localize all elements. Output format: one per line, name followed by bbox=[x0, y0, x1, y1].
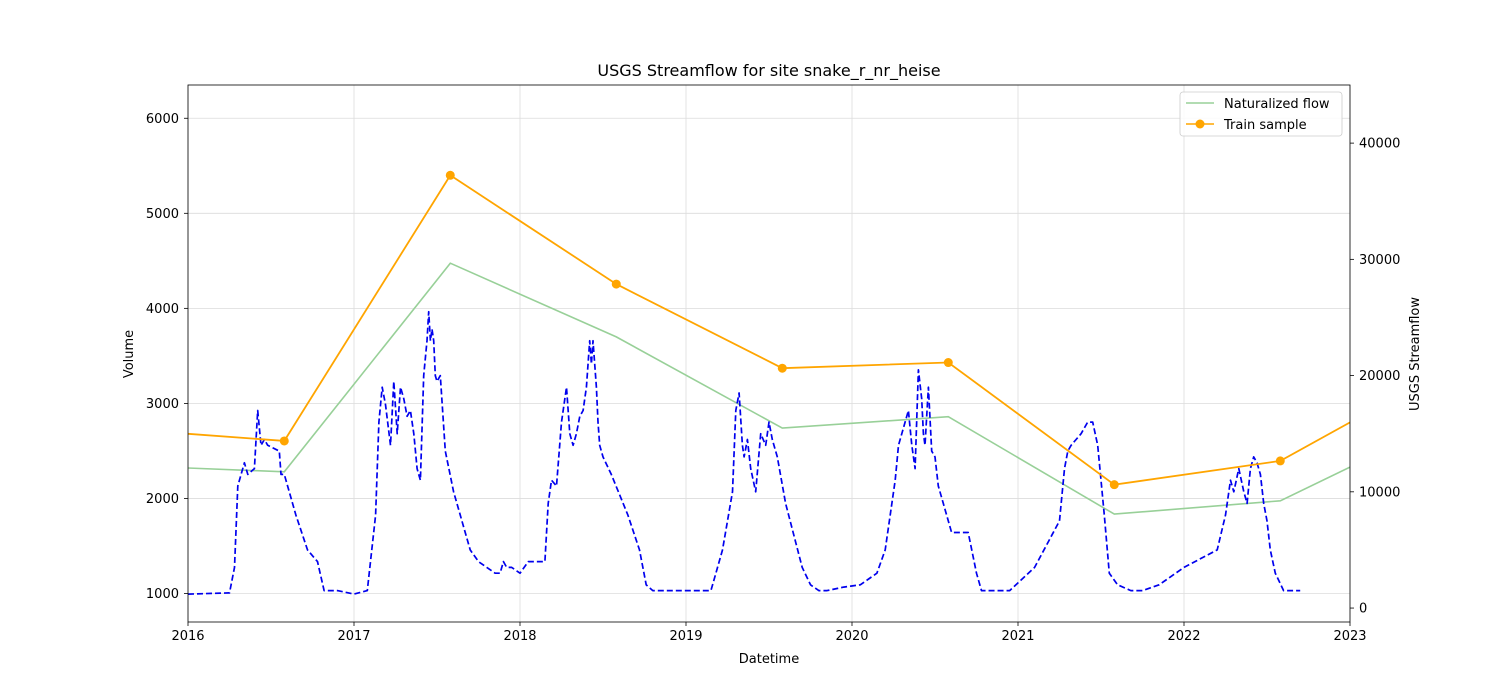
left-y-tick-label: 5000 bbox=[146, 207, 179, 222]
train-sample-point bbox=[1109, 480, 1119, 490]
x-axis-label: Datetime bbox=[739, 652, 799, 667]
left-y-tick-label: 4000 bbox=[146, 302, 179, 317]
left-y-tick-label: 2000 bbox=[146, 492, 179, 507]
train-sample-point bbox=[1275, 456, 1285, 466]
chart-title: USGS Streamflow for site snake_r_nr_heis… bbox=[597, 61, 940, 81]
legend: Naturalized flow Train sample bbox=[1179, 91, 1343, 137]
x-tick-label: 2021 bbox=[1001, 629, 1034, 644]
legend-train-label: Train sample bbox=[1223, 118, 1307, 133]
plot-frame bbox=[187, 84, 1351, 623]
train-sample-point bbox=[943, 358, 953, 368]
naturalized-flow-line bbox=[188, 262, 1350, 515]
right-y-tick-label: 40000 bbox=[1359, 137, 1400, 152]
series-layer bbox=[188, 170, 1350, 595]
left-y-tick-label: 6000 bbox=[146, 112, 179, 127]
usgs-streamflow-line bbox=[188, 310, 1301, 595]
x-tick-label: 2023 bbox=[1333, 629, 1366, 644]
left-y-tick-label: 1000 bbox=[146, 587, 179, 602]
right-y-tick-label: 20000 bbox=[1359, 369, 1400, 384]
x-tick-label: 2019 bbox=[669, 629, 702, 644]
x-tick-label: 2018 bbox=[503, 629, 536, 644]
tick-layer: 2016 2017 2018 2019 2020 2021 2022 2023 1000 2000… bbox=[146, 112, 1400, 644]
x-tick-label: 2017 bbox=[337, 629, 370, 644]
train-sample-point bbox=[777, 363, 787, 373]
train-sample-point bbox=[445, 170, 455, 180]
series-group bbox=[188, 170, 1350, 595]
train-sample-point bbox=[611, 279, 621, 289]
legend-box bbox=[1179, 91, 1343, 137]
left-y-axis-label: Volume bbox=[122, 330, 137, 378]
left-y-tick-label: 3000 bbox=[146, 397, 179, 412]
x-tick-label: 2022 bbox=[1167, 629, 1200, 644]
train-sample-point bbox=[279, 436, 289, 446]
right-y-tick-label: 30000 bbox=[1359, 253, 1400, 268]
x-tick-label: 2020 bbox=[835, 629, 868, 644]
right-y-tick-label: 10000 bbox=[1359, 485, 1400, 500]
right-y-axis-label: USGS Streamflow bbox=[1408, 297, 1423, 411]
x-tick-label: 2016 bbox=[171, 629, 204, 644]
legend-naturalized-label: Naturalized flow bbox=[1224, 97, 1330, 112]
legend-train-marker bbox=[1195, 119, 1205, 129]
right-y-tick-label: 0 bbox=[1359, 602, 1367, 617]
